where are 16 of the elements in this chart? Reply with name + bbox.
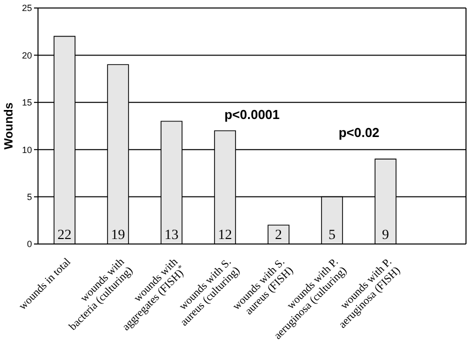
data-label: 2	[275, 228, 282, 243]
y-tick-label: 20	[22, 50, 32, 60]
y-tick-label: 15	[22, 98, 32, 108]
y-tick-label: 5	[26, 192, 32, 202]
y-tick-label: 25	[22, 3, 32, 14]
data-label: 13	[164, 228, 179, 243]
data-label: 9	[382, 228, 390, 243]
y-axis-title: Wounds	[1, 102, 16, 150]
data-label: 5	[328, 228, 336, 243]
y-tick-label: 10	[22, 144, 32, 155]
data-label: 22	[58, 228, 72, 243]
data-label: 12	[218, 228, 232, 243]
data-label: 19	[111, 228, 126, 243]
annotation: p<0.02	[338, 125, 380, 142]
annotation: p<0.0001	[223, 106, 281, 123]
y-tick-label: 0	[26, 239, 32, 250]
